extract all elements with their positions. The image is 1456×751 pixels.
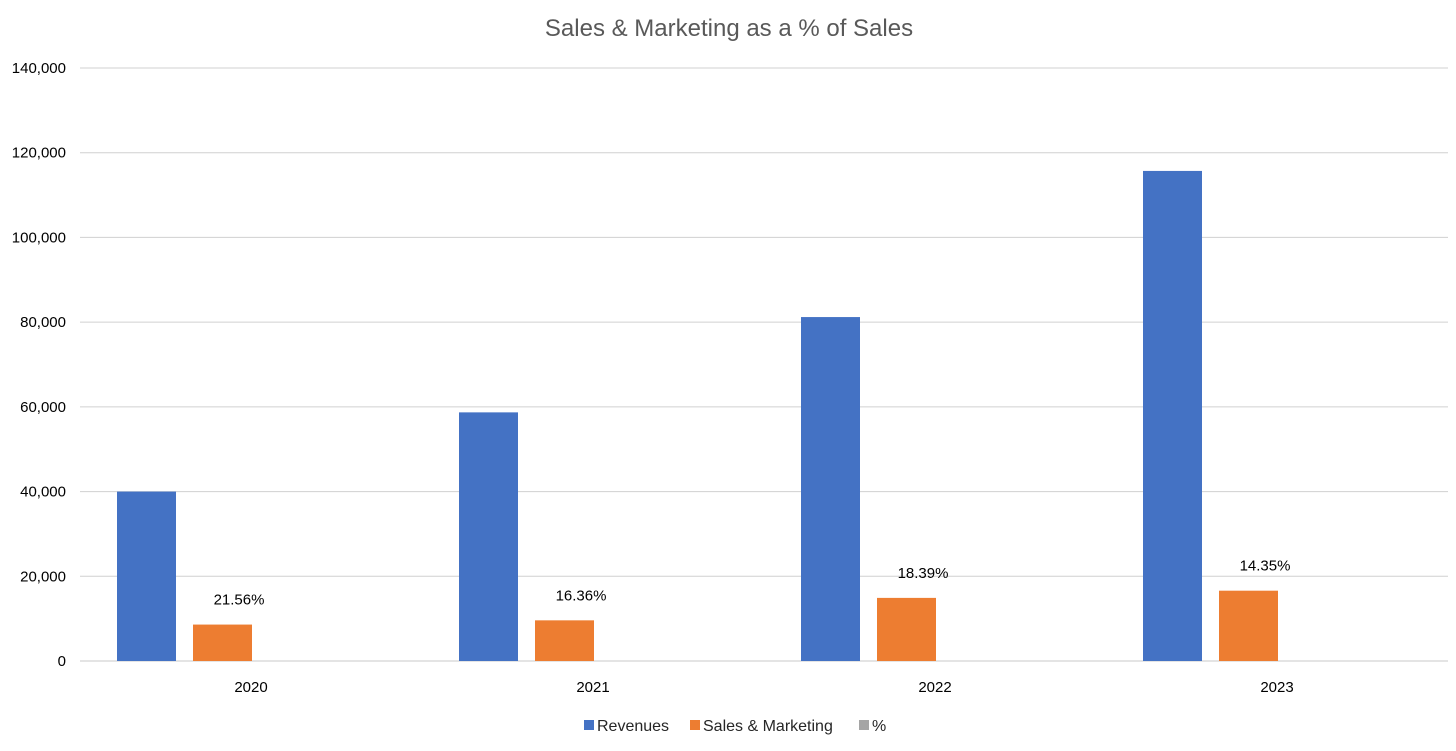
y-tick-label: 40,000 — [20, 484, 66, 501]
data-labels: 21.56% 16.36% 18.39% 14.35% — [214, 558, 1291, 609]
y-tick-label: 140,000 — [12, 60, 66, 77]
legend-swatch — [690, 720, 700, 730]
legend-label: Sales & Marketing — [703, 718, 833, 735]
legend: Revenues Sales & Marketing% — [584, 718, 886, 735]
legend-swatch — [859, 720, 869, 730]
percent-data-label: 14.35% — [1240, 558, 1291, 575]
y-tick-label: 0 — [58, 653, 66, 670]
x-tick-label: 2022 — [918, 679, 951, 696]
bars — [117, 170, 1278, 661]
y-tick-label: 100,000 — [12, 229, 66, 246]
x-axis-ticks: 2020 2021 2022 2023 — [234, 679, 1293, 696]
gridlines — [80, 67, 1448, 662]
x-tick-label: 2021 — [576, 679, 609, 696]
revenues-bar — [117, 491, 176, 661]
sales-marketing-bar — [193, 624, 252, 661]
legend-label: Revenues — [597, 718, 669, 735]
percent-data-label: 21.56% — [214, 592, 265, 609]
revenues-bar — [459, 412, 518, 661]
legend-label: % — [872, 718, 886, 735]
y-axis-ticks: 0 20,000 40,000 60,000 80,000 100,000 120,000 1… — [12, 60, 66, 670]
y-tick-label: 60,000 — [20, 399, 66, 416]
x-tick-label: 2023 — [1260, 679, 1293, 696]
y-tick-label: 80,000 — [20, 314, 66, 331]
y-tick-label: 120,000 — [12, 145, 66, 162]
percent-data-label: 16.36% — [556, 587, 607, 604]
sales-marketing-bar — [877, 597, 936, 661]
sales-marketing-bar — [535, 620, 594, 661]
x-tick-label: 2020 — [234, 679, 267, 696]
sales-marketing-bar — [1219, 590, 1278, 661]
legend-swatch — [584, 720, 594, 730]
percent-data-label: 18.39% — [898, 565, 949, 582]
chart-title: Sales & Marketing as a % of Sales — [545, 15, 913, 42]
y-tick-label: 20,000 — [20, 568, 66, 585]
revenues-bar — [1143, 170, 1202, 661]
revenues-bar — [801, 317, 860, 661]
